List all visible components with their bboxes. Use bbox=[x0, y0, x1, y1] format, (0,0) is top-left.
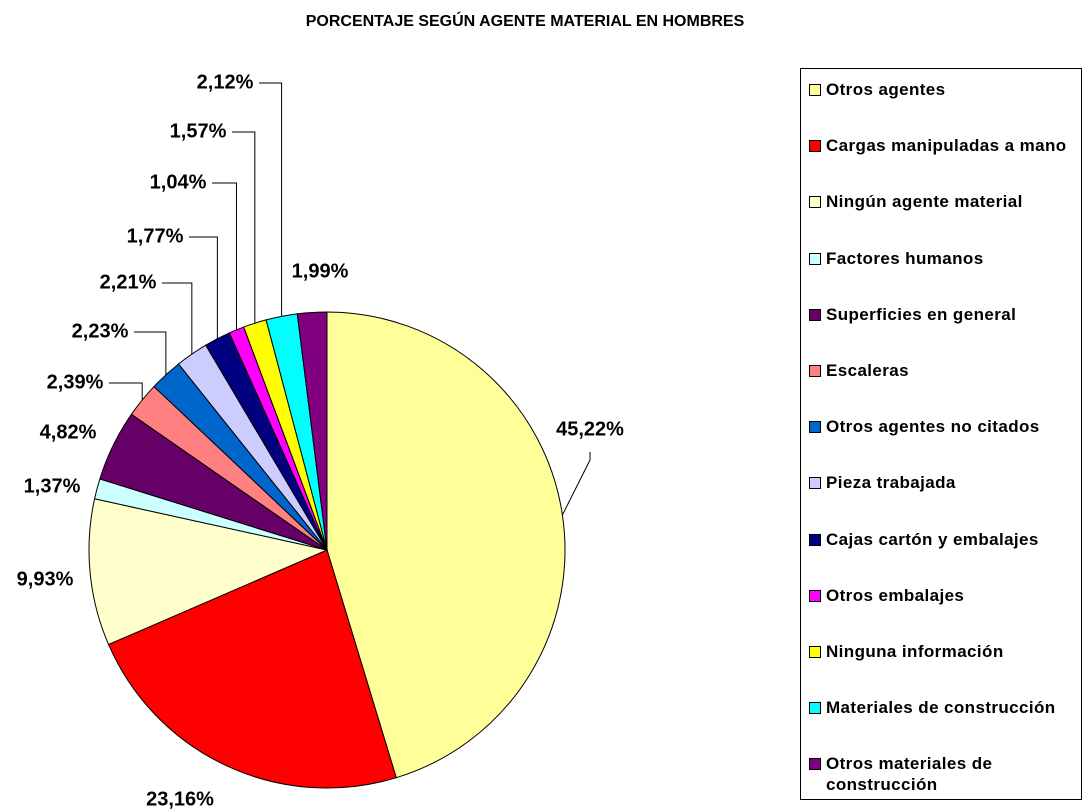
legend-label: Escaleras bbox=[826, 361, 910, 380]
legend-entry: Ningún agente material bbox=[809, 191, 1079, 212]
data-label: 4,82% bbox=[40, 421, 97, 443]
legend-swatch bbox=[809, 84, 821, 96]
leader-line bbox=[109, 382, 143, 401]
legend-swatch bbox=[809, 646, 821, 658]
pie-slice bbox=[296, 311, 328, 551]
leader-line bbox=[232, 131, 256, 324]
pie-slice bbox=[326, 311, 566, 779]
legend-swatch bbox=[809, 252, 821, 265]
legend-entry: Otros agentes no citados bbox=[809, 416, 1079, 437]
legend-entry: Ninguna información bbox=[809, 641, 1079, 662]
pie-slice bbox=[107, 549, 397, 789]
legend-label: Superficies en general bbox=[826, 304, 1017, 324]
chart: PORCENTAJE SEGÚN AGENTE MATERIAL EN HOMB… bbox=[17, 11, 745, 810]
data-label: 23,16% bbox=[146, 788, 214, 810]
legend-entry: Factores humanos bbox=[809, 248, 1079, 269]
legend-swatch bbox=[809, 365, 821, 377]
leader-line bbox=[162, 282, 193, 355]
legend-swatch bbox=[809, 533, 821, 546]
data-label: 1,57% bbox=[170, 120, 227, 142]
legend-label: Ninguna información bbox=[826, 642, 1004, 661]
data-label: 45,22% bbox=[556, 418, 624, 440]
data-label: 2,23% bbox=[72, 320, 129, 342]
legend-swatch bbox=[809, 140, 821, 153]
legend-label: Cargas manipuladas a mano bbox=[826, 136, 1067, 156]
leader-line bbox=[189, 236, 218, 339]
legend-entry: Escaleras bbox=[809, 360, 1079, 381]
legend-label: Factores humanos bbox=[826, 248, 984, 268]
leader-line bbox=[134, 331, 167, 375]
legend-label: Otros agentes bbox=[826, 80, 946, 99]
leader-line bbox=[212, 182, 237, 330]
legend-entry: Superficies en general bbox=[809, 304, 1079, 325]
data-label: 9,93% bbox=[17, 568, 74, 590]
pie-slice bbox=[88, 498, 329, 646]
legend-label: Cajas cartón y embalajes bbox=[826, 529, 1039, 549]
leader-line bbox=[561, 452, 591, 516]
data-label: 1,37% bbox=[24, 475, 81, 497]
data-label: 1,04% bbox=[150, 171, 207, 193]
legend-entry: Cajas cartón y embalajes bbox=[809, 529, 1079, 550]
data-label: 2,21% bbox=[100, 271, 157, 293]
legend-label: Ningún agente material bbox=[826, 192, 1023, 212]
legend-label: Pieza trabajada bbox=[826, 473, 956, 493]
legend-label: Materiales de construcción bbox=[826, 698, 1056, 718]
legend-entry: Cargas manipuladas a mano bbox=[809, 135, 1079, 156]
legend-label: Otros agentes no citados bbox=[826, 417, 1040, 437]
legend-entry: Otros agentes bbox=[809, 79, 1079, 100]
legend-swatch bbox=[809, 758, 821, 771]
legend-swatch bbox=[809, 308, 821, 321]
data-label: 2,12% bbox=[197, 71, 254, 93]
data-label: 1,99% bbox=[292, 260, 349, 282]
legend-swatch bbox=[809, 702, 821, 715]
chart-title: PORCENTAJE SEGÚN AGENTE MATERIAL EN HOMB… bbox=[306, 11, 745, 30]
legend-entry: Pieza trabajada bbox=[809, 472, 1079, 493]
data-label: 2,39% bbox=[47, 371, 104, 393]
legend-entry: Materiales de construcción bbox=[809, 697, 1079, 718]
legend: Otros agentes Cargas manipuladas a mano Ni… bbox=[800, 68, 1082, 800]
data-label: 1,77% bbox=[127, 225, 184, 247]
legend-entry: Otros materiales de construcción bbox=[809, 753, 1079, 795]
legend-swatch bbox=[809, 477, 821, 490]
legend-swatch bbox=[809, 196, 821, 209]
legend-swatch bbox=[809, 421, 821, 434]
leader-line bbox=[259, 82, 283, 317]
legend-label: Otros embalajes bbox=[826, 585, 965, 605]
legend-swatch bbox=[809, 589, 821, 602]
legend-entry: Otros embalajes bbox=[809, 585, 1079, 606]
legend-label: Otros materiales de construcción bbox=[826, 754, 993, 795]
